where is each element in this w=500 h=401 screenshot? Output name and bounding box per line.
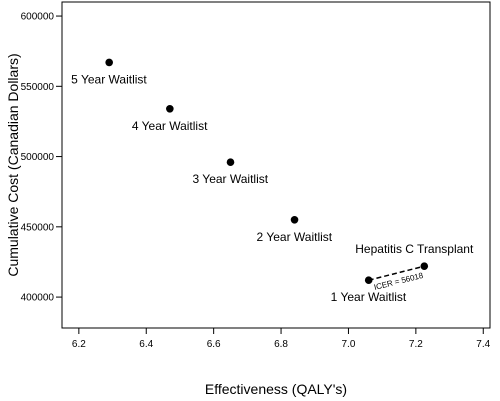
data-point (290, 216, 299, 224)
y-tick-label: 450000 (21, 222, 55, 233)
x-axis-title: Effectiveness (QALY's) (205, 381, 347, 397)
data-point (364, 276, 373, 285)
point-labels: 5 Year Waitlist 4 Year Waitlist 3 Year Wai… (71, 72, 474, 304)
x-tick-label: 6.8 (274, 339, 288, 350)
ticks: 6.2 6.4 6.6 6.8 7.0 7.2 7.4 400000 450000 500000 5… (21, 12, 491, 350)
point-label: 2 Year Waitlist (257, 230, 333, 244)
y-tick-label: 400000 (21, 293, 55, 304)
x-tick-label: 6.2 (72, 339, 86, 350)
plot-frame (61, 1, 491, 329)
annotations: ICER = 56018 (368, 265, 425, 292)
icer-label: ICER = 56018 (373, 271, 425, 292)
x-tick-label: 7.4 (476, 339, 490, 350)
icer-dashed-line (368, 265, 425, 281)
point-label: Hepatitis C Transplant (355, 242, 474, 256)
y-axis-title: Cumulative Cost (Canadian Dollars) (5, 53, 21, 276)
data-points (105, 58, 429, 285)
x-tick-label: 7.0 (342, 339, 356, 350)
data-point (226, 158, 235, 166)
point-label: 1 Year Waitlist (331, 290, 407, 304)
point-label: 3 Year Waitlist (193, 172, 269, 186)
y-tick-label: 550000 (21, 82, 55, 93)
data-point (420, 262, 429, 270)
x-tick-label: 6.4 (139, 339, 153, 350)
point-label: 5 Year Waitlist (71, 72, 147, 86)
x-tick-label: 7.2 (409, 339, 423, 350)
point-label: 4 Year Waitlist (132, 119, 208, 133)
data-point (166, 104, 174, 113)
data-point (105, 58, 113, 67)
axes (61, 1, 491, 329)
x-tick-label: 6.6 (207, 339, 221, 350)
y-tick-label: 600000 (21, 12, 55, 23)
y-tick-label: 500000 (21, 152, 55, 163)
